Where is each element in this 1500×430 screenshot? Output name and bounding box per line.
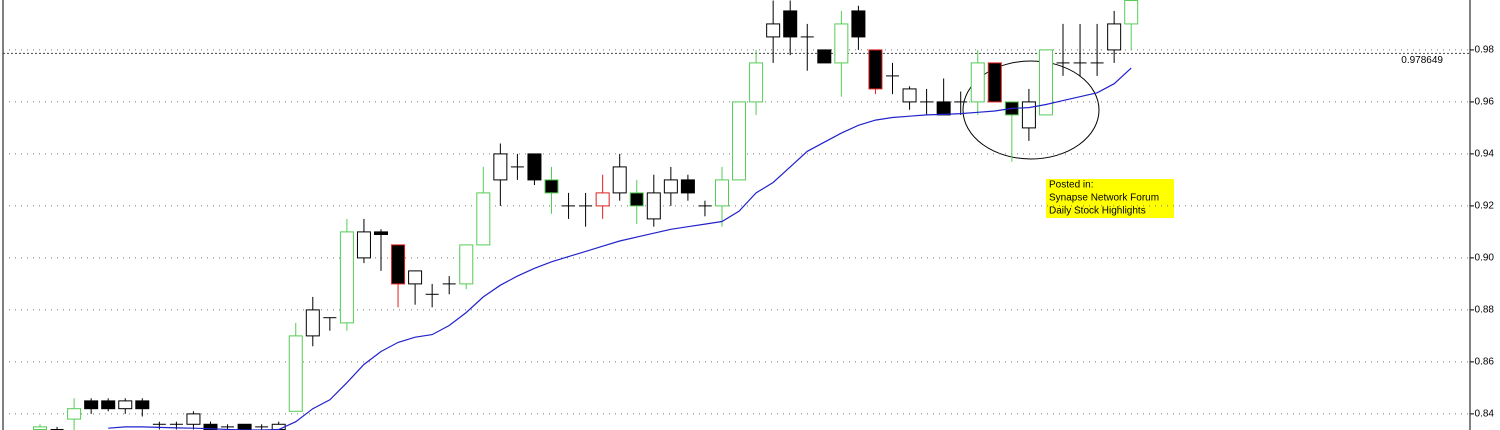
y-tick-label: 0.92 <box>1475 201 1495 212</box>
candle-body <box>544 179 559 194</box>
y-tick-label: 0.94 <box>1475 149 1495 160</box>
candle-body <box>612 166 627 194</box>
candle-body <box>680 179 695 194</box>
candle-body <box>84 400 99 410</box>
candle-body <box>101 400 116 410</box>
candle-body <box>1124 0 1139 25</box>
candle-body <box>663 179 678 194</box>
candle-body <box>783 10 798 38</box>
annotation: Synapse Network Forum <box>1049 193 1159 204</box>
y-tick-label: 0.96 <box>1475 97 1495 108</box>
candle-body <box>987 62 1002 103</box>
candle-body <box>186 413 201 425</box>
reference-label: 0.978649 <box>1401 55 1443 66</box>
candle-body <box>476 192 491 246</box>
candle-body <box>305 309 320 337</box>
candle-body <box>237 423 252 430</box>
y-tick-label: 0.84 <box>1475 409 1495 420</box>
candle-body <box>1038 49 1053 116</box>
candle-body <box>67 408 82 420</box>
candle-body <box>732 101 747 181</box>
candle-body <box>715 179 729 207</box>
candle-body <box>203 423 218 430</box>
candle-body <box>527 153 542 181</box>
candle-body <box>288 335 303 412</box>
y-tick-label: 0.86 <box>1475 357 1495 368</box>
candle-body <box>118 400 133 410</box>
candle-body <box>33 426 47 430</box>
candle-body <box>135 400 150 410</box>
candle-body <box>749 62 764 103</box>
candle-body <box>391 244 406 285</box>
y-tick-label: 0.88 <box>1475 305 1495 316</box>
y-tick-label: 0.98 <box>1475 45 1495 56</box>
candle-body <box>459 244 474 285</box>
candle-body <box>374 231 388 235</box>
candle-body <box>868 49 883 90</box>
candle-body <box>646 192 661 220</box>
candle-body <box>408 270 423 285</box>
candle-body <box>356 231 371 259</box>
candle-body <box>902 88 917 103</box>
candle-body <box>851 10 866 38</box>
candle-body <box>936 101 951 116</box>
candle-body <box>595 192 610 207</box>
candle-body <box>629 192 644 207</box>
annotation: Daily Stock Highlights <box>1049 206 1146 217</box>
moving-average-line <box>108 67 1132 430</box>
candle-body <box>1107 23 1122 51</box>
highlight-ellipse <box>962 60 1100 160</box>
annotation: Posted in: <box>1049 180 1093 191</box>
candle-body <box>1021 101 1036 129</box>
candle-body <box>970 62 985 103</box>
candle-body <box>493 153 508 181</box>
y-tick-label: 0.90 <box>1475 253 1495 264</box>
candle-body <box>817 49 832 64</box>
candle-body <box>766 23 781 38</box>
candle-body <box>834 23 849 64</box>
annotation-box <box>1046 179 1174 218</box>
candle-body <box>339 231 354 324</box>
